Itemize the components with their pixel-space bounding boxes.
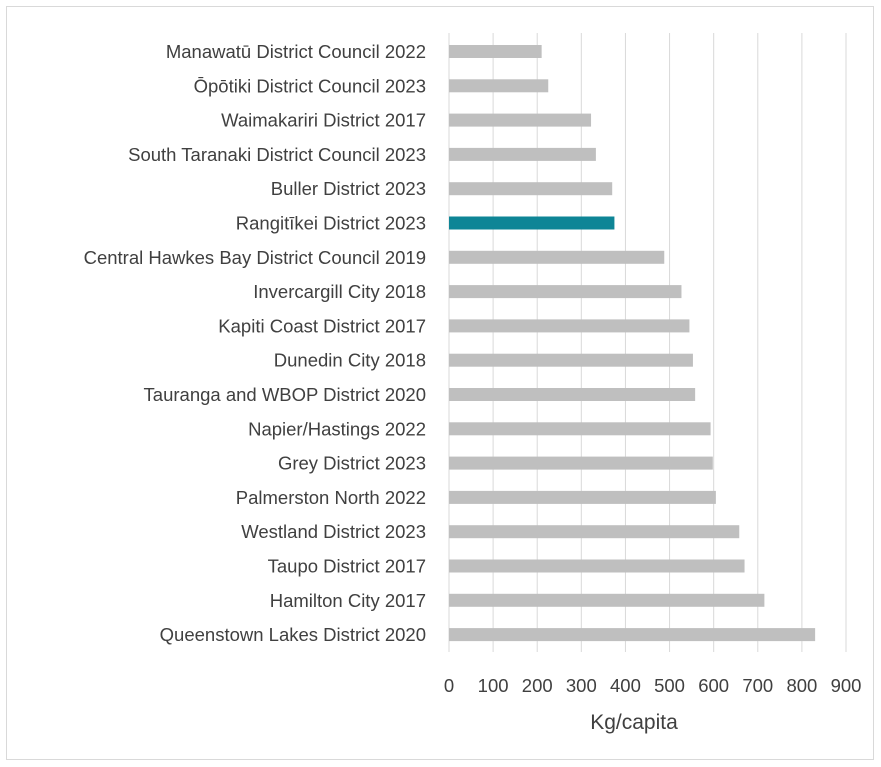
category-label-4: Buller District 2023 [271,178,426,199]
category-label-0: Manawatū District Council 2022 [166,41,426,62]
category-label-2: Waimakariri District 2017 [221,110,426,131]
bar-4 [449,182,613,196]
category-label-9: Dunedin City 2018 [274,350,426,371]
bar-3 [449,147,596,161]
bar-12 [449,456,713,470]
x-tick-label-300: 300 [566,675,597,696]
bar-13 [449,490,716,504]
category-label-10: Tauranga and WBOP District 2020 [144,384,426,405]
bar-10 [449,388,696,401]
category-label-13: Palmerston North 2022 [236,487,426,508]
category-label-1: Ōpōtiki District Council 2023 [194,75,426,96]
x-tick-label-500: 500 [654,675,685,696]
bar-14 [449,525,740,539]
bar-17 [449,628,816,642]
bar-0 [449,45,542,58]
chart-frame [6,6,874,760]
x-tick-label-900: 900 [831,675,862,696]
x-tick-label-400: 400 [610,675,641,696]
category-label-15: Taupo District 2017 [268,556,426,577]
bars [449,45,816,642]
x-tick-label-800: 800 [786,675,817,696]
bar-1 [449,79,549,93]
x-tick-labels: 0 100 200 300 400 500 600 700 800 900 [444,675,862,696]
bar-7 [449,285,682,299]
bar-15 [449,559,745,573]
bar-8 [449,319,690,333]
category-label-12: Grey District 2023 [278,453,426,474]
category-label-11: Napier/Hastings 2022 [248,418,426,439]
bar-9 [449,353,693,367]
x-tick-label-0: 0 [444,675,454,696]
category-labels: Manawatū District Council 2022 Ōpōtiki Di… [84,41,426,645]
category-label-17: Queenstown Lakes District 2020 [160,624,426,645]
x-tick-label-200: 200 [522,675,553,696]
category-label-8: Kapiti Coast District 2017 [218,315,426,336]
bar-2 [449,113,592,127]
bar-5 [449,216,615,230]
x-tick-label-600: 600 [698,675,729,696]
category-label-7: Invercargill City 2018 [253,281,426,302]
category-label-6: Central Hawkes Bay District Council 2019 [84,247,426,268]
bar-11 [449,422,711,436]
bar-6 [449,250,665,264]
gridlines [448,33,847,652]
category-label-3: South Taranaki District Council 2023 [128,144,426,165]
x-axis-title: Kg/capita [590,711,678,734]
category-label-14: Westland District 2023 [241,521,426,542]
category-label-5: Rangitīkei District 2023 [236,213,426,234]
bar-16 [449,593,765,607]
x-tick-label-700: 700 [742,675,773,696]
category-label-16: Hamilton City 2017 [270,590,426,611]
x-tick-label-100: 100 [478,675,509,696]
